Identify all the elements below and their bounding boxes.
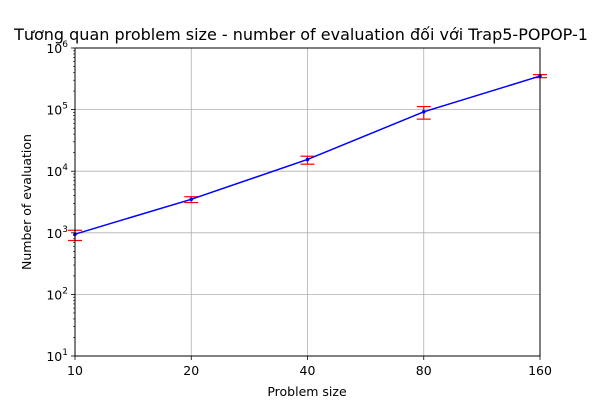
y-tick-label: 106 (46, 40, 68, 56)
plot-area-frame (74, 47, 541, 357)
data-point (421, 110, 426, 114)
y-tick-label: 101 (46, 348, 68, 364)
y-tick-base: 10 (46, 287, 62, 302)
x-tick-label: 40 (300, 363, 316, 378)
y-tick-exponent: 5 (62, 102, 68, 112)
x-tick-label: 20 (183, 363, 199, 378)
x-tick-label: 80 (416, 363, 432, 378)
y-tick-exponent: 6 (62, 40, 68, 50)
data-point (305, 157, 310, 162)
y-tick-label: 103 (46, 225, 68, 241)
y-tick-exponent: 2 (62, 286, 68, 296)
y-tick-exponent: 4 (62, 163, 68, 173)
y-tick-base: 10 (46, 164, 62, 179)
y-axis-label: Number of evaluation (19, 134, 34, 270)
x-axis-label: Problem size (267, 384, 347, 399)
x-tick-label: 10 (67, 363, 83, 378)
chart-title: Tương quan problem size - number of eval… (13, 25, 588, 44)
y-tick-base: 10 (46, 41, 62, 56)
y-tick-base: 10 (46, 349, 62, 364)
y-tick-exponent: 1 (62, 348, 68, 358)
y-tick-label: 102 (46, 286, 68, 302)
data-point (189, 197, 194, 202)
y-tick-label: 104 (46, 163, 68, 179)
y-tick-base: 10 (46, 103, 62, 118)
y-tick-label: 105 (46, 102, 68, 118)
x-tick-label: 160 (528, 363, 552, 378)
y-tick-exponent: 3 (62, 225, 68, 235)
y-tick-base: 10 (46, 226, 62, 241)
